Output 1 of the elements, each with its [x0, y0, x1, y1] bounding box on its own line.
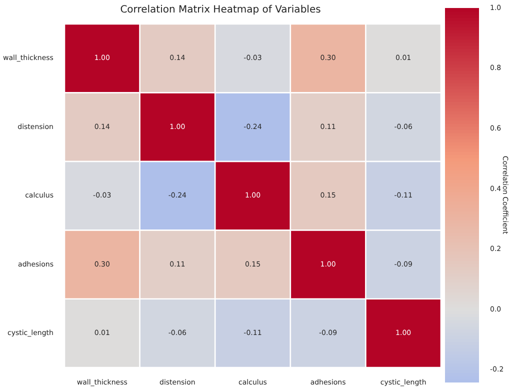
chart-title: Correlation Matrix Heatmap of Variables: [120, 4, 321, 16]
